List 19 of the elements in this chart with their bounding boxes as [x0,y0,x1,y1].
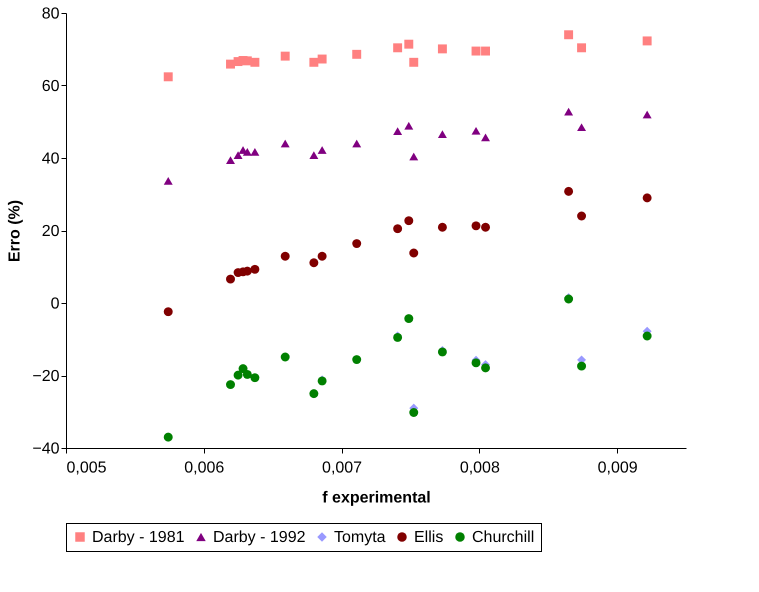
y-tick-label: 60 [42,78,60,95]
legend-label: Ellis [414,529,444,546]
legend-label: Tomyta [334,529,386,546]
y-axis-title: Erro (%) [6,200,24,262]
y-tick-label: 0 [50,296,60,312]
x-tick-label: 0,008 [460,460,500,476]
y-tick-label: 20 [42,223,60,240]
legend-label: Churchill [472,529,534,546]
y-tick-label: 80 [42,6,60,22]
x-tick-label: 0,009 [598,460,638,476]
x-tick-label: 0,007 [322,460,362,476]
y-tick-label: −20 [32,368,60,385]
legend-label: Darby - 1992 [213,529,306,546]
legend-label: Darby - 1981 [92,529,185,546]
y-tick-label: −40 [32,440,60,458]
x-axis-title: f experimental [322,490,431,506]
x-tick-label: 0,005 [66,460,107,476]
x-tick-label: 0,006 [184,460,224,476]
y-tick-label: 40 [42,150,60,168]
